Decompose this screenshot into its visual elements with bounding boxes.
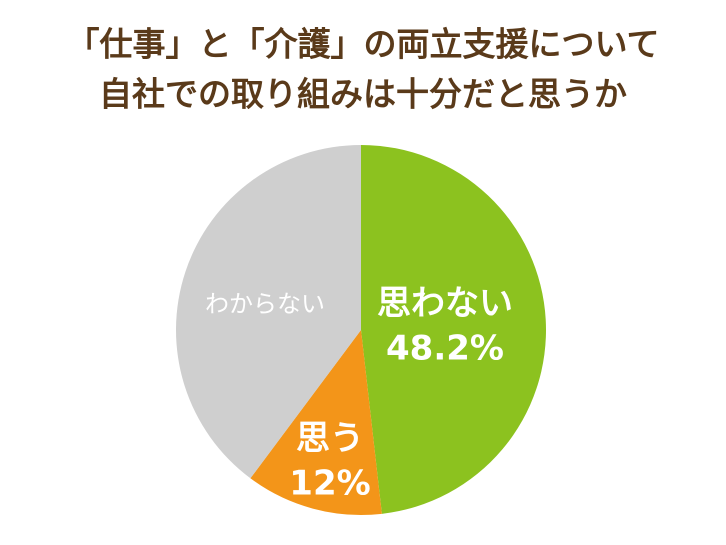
pie-slice [361, 145, 547, 514]
slice-label: 思う [296, 419, 364, 459]
value-label: 48.2% [386, 329, 504, 369]
slice-label: 思わない [377, 284, 513, 324]
slice-label: わからない [205, 290, 325, 318]
chart-title: 「仕事」と「介護」の両立支援について [66, 25, 659, 64]
value-label: 12% [289, 464, 370, 504]
pie-slice [175, 145, 361, 479]
chart-title: 自社での取り組みは十分だと思うか [99, 75, 627, 114]
pie-slice [250, 330, 382, 515]
